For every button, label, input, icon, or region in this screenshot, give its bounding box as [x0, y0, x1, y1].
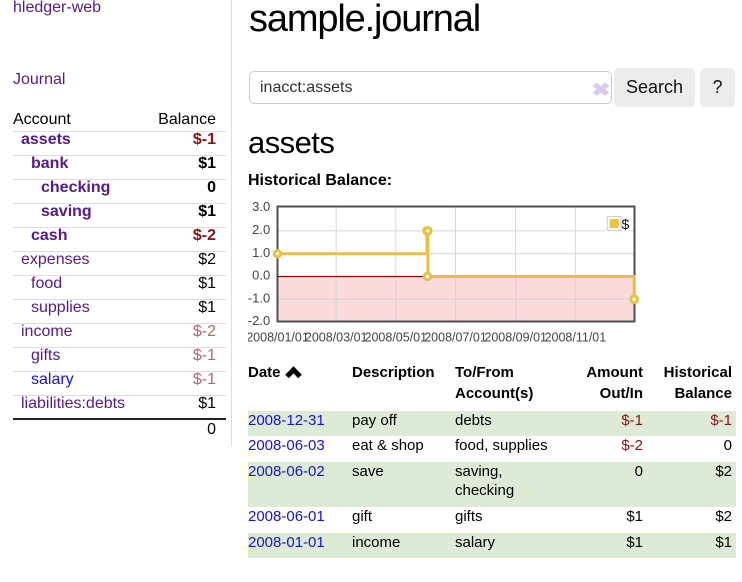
- svg-text:2.0: 2.0: [252, 222, 270, 237]
- svg-text:2008/05/01: 2008/05/01: [365, 331, 428, 345]
- svg-text:0.0: 0.0: [252, 268, 270, 283]
- svg-text:-2.0: -2.0: [248, 313, 270, 328]
- svg-text:3.0: 3.0: [252, 199, 270, 214]
- svg-text:2008/11/01: 2008/11/01: [545, 331, 607, 345]
- svg-text:1.0: 1.0: [252, 245, 270, 260]
- svg-text:2008/03/01: 2008/03/01: [305, 331, 368, 345]
- svg-text:2008/01/01: 2008/01/01: [248, 331, 309, 345]
- svg-text:2008/07/01: 2008/07/01: [424, 331, 487, 345]
- svg-text:2008/09/01: 2008/09/01: [484, 331, 547, 345]
- svg-text:-1.0: -1.0: [248, 290, 270, 305]
- svg-text:$: $: [622, 216, 630, 232]
